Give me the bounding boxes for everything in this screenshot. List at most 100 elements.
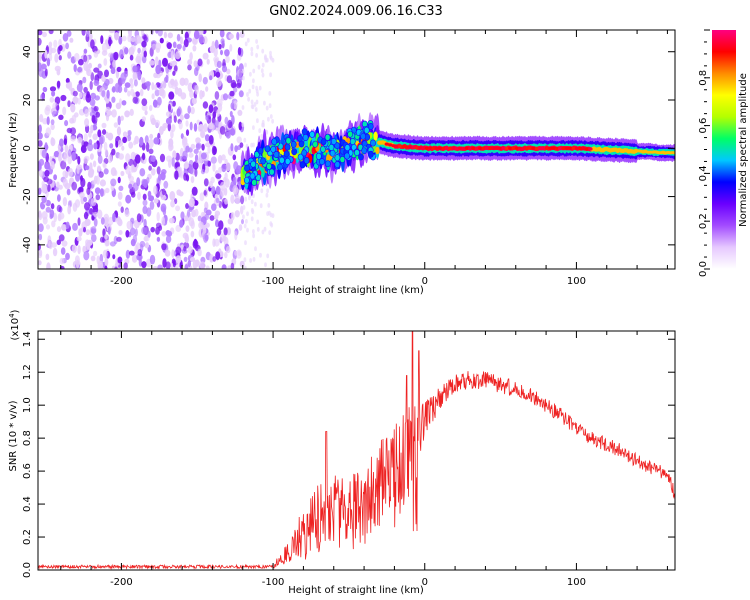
spectrogram-noise-cell [187, 260, 191, 268]
colorbar: 0.0 0.2 0.4 0.6 0.8 Normalized spectral ampl… [698, 29, 749, 277]
spectrogram-noise-cell [38, 223, 44, 233]
spectrogram-peak-cell [478, 146, 483, 150]
spectrogram-noise-cell [247, 96, 251, 102]
spectrogram-noise-cell [46, 116, 50, 126]
spectrogram-noise-cell [83, 86, 88, 93]
spectrogram-noise-cell [194, 30, 200, 40]
spectrogram-signal-cell [301, 149, 308, 157]
spectrogram-noise-cell [230, 127, 236, 136]
spectrogram-peak-cell [414, 146, 420, 150]
spectrogram-noise-cell [97, 165, 101, 172]
spectrogram-noise-cell [204, 134, 210, 142]
spectrogram-noise-cell [251, 84, 255, 90]
spectrogram-noise-cell [93, 142, 98, 150]
spectrogram-noise-cell [225, 131, 231, 139]
spectrogram-signal-cell [360, 132, 366, 140]
spectrogram-noise-cell [71, 181, 77, 191]
spectrogram-noise-cell [205, 265, 210, 269]
spectrogram-noise-cell [208, 135, 214, 145]
spectrogram-noise-cell [60, 160, 67, 170]
spectrogram-noise-cell [167, 122, 171, 132]
spectrogram-signal-cell [334, 154, 341, 162]
spectrogram-noise-cell [141, 40, 147, 48]
spectrogram-noise-cell [190, 143, 196, 150]
spectrogram-noise-cell [112, 59, 116, 68]
spectrogram-peak-cell [488, 146, 493, 150]
spectrogram-noise-cell [208, 122, 214, 130]
spectrogram-noise-cell [148, 138, 154, 149]
spectrogram-peak-cell [521, 146, 526, 150]
spectrogram-noise-cell [148, 165, 152, 171]
spectrogram-noise-cell [38, 37, 42, 46]
spectrogram-noise-cell [38, 249, 43, 257]
spectrogram-noise-cell [263, 226, 267, 232]
spectrogram-signal-cell [324, 160, 331, 168]
spectrogram-noise-cell [258, 128, 262, 134]
spectrogram-noise-cell [157, 264, 163, 269]
spectrogram-signal-cell [260, 164, 265, 178]
spectrogram-noise-cell [87, 181, 92, 190]
spectrogram-noise-cell [46, 57, 51, 67]
snr-xlabel: Height of straight line (km) [288, 585, 424, 596]
spectrogram-noise-cell [44, 169, 50, 177]
spectrogram-noise-cell [60, 94, 67, 102]
spectrogram-noise-cell [241, 68, 245, 74]
spectrogram-peak-cell [394, 144, 399, 148]
spectrogram-noise-cell [202, 36, 208, 45]
spectrogram-noise-cell [130, 37, 136, 43]
spectrogram-noise-cell [71, 244, 77, 253]
snr-ticks: -200 -100 0 100 0.0 0.2 0.4 0.6 0.8 1.0 1.2 1.4 [22, 331, 675, 588]
spectrogram-noise-cell [61, 224, 67, 231]
spectrogram-noise-cell [269, 221, 273, 227]
spectrogram-noise-cell [259, 252, 262, 258]
spectrogram-noise-cell [90, 124, 94, 134]
spectrogram-noise-cell [38, 54, 42, 63]
spectrogram-noise-cell [113, 51, 119, 61]
spectrogram-noise-cell [113, 235, 118, 245]
spectrogram-noise-cell [192, 161, 199, 170]
spectrogram-peak-cell [421, 146, 426, 150]
spectrogram-noise-cell [246, 211, 249, 217]
spectrogram-noise-cell [149, 105, 153, 112]
spectrogram-noise-cell [56, 239, 61, 246]
spectrogram-noise-cell [109, 143, 114, 149]
spectrogram-noise-cell [146, 81, 150, 91]
spectrogram-noise-cell [105, 113, 110, 122]
spectrogram-noise-cell [171, 83, 177, 90]
spectrogram-peak-cell [454, 146, 460, 150]
spectrogram-noise-cell [153, 185, 158, 195]
spectrogram-noise-cell [49, 213, 53, 220]
spectrogram-signal-cell [266, 162, 272, 170]
spectrogram-noise-cell [252, 78, 255, 84]
spectrogram-noise-cell [189, 121, 193, 131]
spectrogram-noise-cell [114, 266, 118, 269]
spectrogram-noise-cell [103, 141, 108, 151]
spectrogram-signal-cell [358, 153, 364, 161]
spectrogram-signal-cell [312, 140, 319, 148]
spectrogram-noise-cell [77, 217, 81, 226]
spectrogram-signal-cell [375, 146, 380, 155]
spectrogram-noise-cell [183, 162, 189, 170]
spectrogram-noise-cell [124, 110, 130, 118]
spectrogram-noise-cell [161, 216, 166, 226]
spectrogram-noise-cell [224, 172, 228, 181]
spectrogram-noise-cell [267, 116, 270, 122]
spectrogram-noise-cell [49, 86, 57, 92]
spectrogram-noise-cell [69, 37, 74, 43]
spectrogram-noise-cell [213, 56, 220, 63]
spectrogram-peak-cell [391, 144, 396, 148]
spectrogram-noise-cell [116, 236, 122, 242]
spectrogram-noise-cell [65, 77, 70, 84]
spectrogram-noise-cell [38, 62, 42, 72]
spectrogram-noise-cell [78, 58, 84, 66]
spectrogram-noise-cell [120, 170, 125, 177]
spectrogram-noise-cell [161, 243, 167, 251]
spectrogram-noise-cell [216, 60, 222, 68]
spectrogram-noise-cell [224, 187, 228, 196]
spectrogram-noise-cell [44, 106, 50, 116]
snr-xtick-label: -200 [110, 577, 133, 588]
spectrogram-noise-cell [65, 82, 71, 89]
spectrogram-noise-cell [83, 196, 88, 203]
spectrogram-noise-cell [48, 46, 53, 55]
spectrogram-noise-cell [203, 207, 208, 213]
